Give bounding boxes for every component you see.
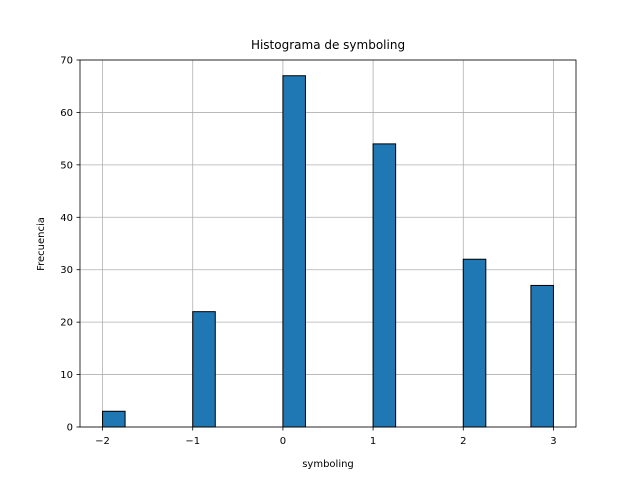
histogram-bar <box>530 284 554 428</box>
y-tick-label: 10 <box>60 370 73 381</box>
chart-title: Histograma de symboling <box>251 38 405 52</box>
y-tick-label: 20 <box>60 318 73 329</box>
y-tick-label: 50 <box>60 160 73 171</box>
x-tick-label: 3 <box>550 436 556 447</box>
x-tick-label: −2 <box>95 436 110 447</box>
x-tick-label: 0 <box>280 436 286 447</box>
histogram-bar <box>192 311 216 428</box>
y-tick-label: 60 <box>60 108 73 119</box>
histogram-bar <box>282 75 306 428</box>
y-tick-label: 0 <box>67 423 73 434</box>
y-axis-title: Frecuencia <box>36 217 47 271</box>
y-tick-label: 70 <box>60 56 73 67</box>
x-tick-label: −1 <box>185 436 200 447</box>
histogram-bar <box>102 410 126 428</box>
x-tick-label: 2 <box>460 436 466 447</box>
histogram-bar <box>462 258 487 428</box>
x-axis-title: symboling <box>302 459 354 470</box>
grid-lines <box>80 59 576 428</box>
x-tick-label: 1 <box>370 436 376 447</box>
y-tick-label: 30 <box>60 265 73 276</box>
plot-frame <box>79 59 577 428</box>
histogram-bar <box>372 143 397 428</box>
y-tick-label: 40 <box>60 213 73 224</box>
